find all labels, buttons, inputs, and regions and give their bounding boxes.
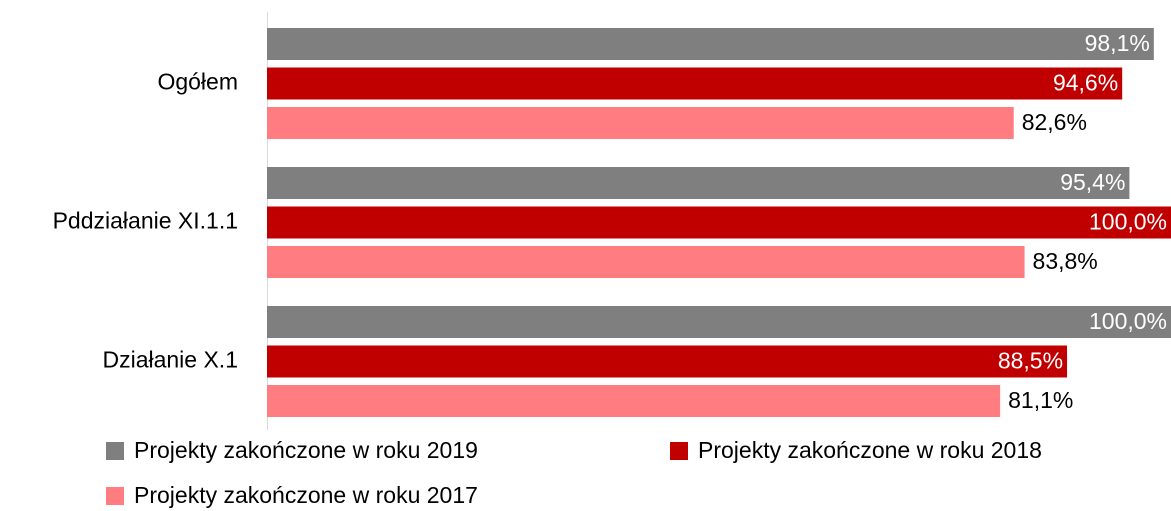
category-label: Działanie X.1 bbox=[102, 347, 238, 373]
bar bbox=[267, 306, 1171, 338]
bar bbox=[267, 167, 1130, 199]
data-label: 98,1% bbox=[1085, 30, 1150, 56]
data-label: 100,0% bbox=[1089, 209, 1167, 235]
data-label: 81,1% bbox=[1008, 387, 1073, 413]
bar bbox=[267, 107, 1014, 139]
bar bbox=[267, 385, 1001, 417]
bar bbox=[267, 206, 1171, 239]
legend-label: Projekty zakończone w roku 2019 bbox=[134, 437, 478, 463]
legend-swatch bbox=[670, 442, 688, 460]
legend-swatch bbox=[106, 442, 124, 460]
bar bbox=[267, 345, 1068, 378]
data-label: 83,8% bbox=[1033, 248, 1098, 274]
category-label: Ogółem bbox=[157, 69, 238, 95]
bar bbox=[267, 246, 1025, 278]
data-label: 82,6% bbox=[1022, 109, 1087, 135]
legend-label: Projekty zakończone w roku 2018 bbox=[698, 437, 1042, 463]
legend-label: Projekty zakończone w roku 2017 bbox=[134, 482, 478, 508]
bar bbox=[267, 28, 1154, 60]
data-label: 88,5% bbox=[998, 348, 1063, 374]
data-label: 94,6% bbox=[1053, 70, 1118, 96]
bar bbox=[267, 67, 1123, 100]
category-label: Pddziałanie XI.1.1 bbox=[53, 208, 238, 234]
data-label: 100,0% bbox=[1089, 308, 1167, 334]
data-label: 95,4% bbox=[1060, 169, 1125, 195]
legend-swatch bbox=[106, 487, 124, 505]
